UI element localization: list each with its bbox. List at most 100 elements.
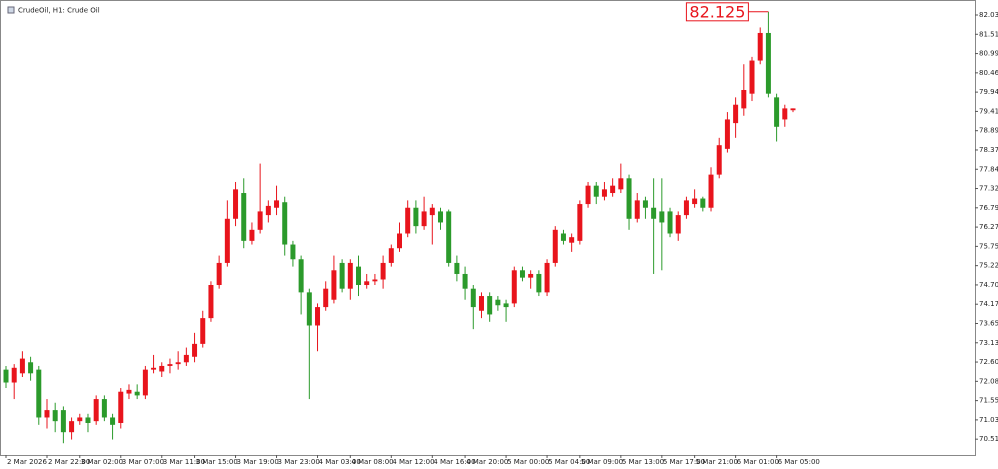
- candle-body: [126, 389, 132, 394]
- x-tick-label: 3 Mar 19:00: [237, 458, 279, 466]
- candle-body: [470, 288, 476, 308]
- candle-body: [503, 303, 509, 308]
- candle-body: [552, 229, 558, 263]
- candle-body: [560, 233, 566, 241]
- candle-body: [429, 207, 435, 216]
- x-tick-label: 5 Mar 13:00: [622, 458, 664, 466]
- x-tick-label: 2 Mar 22:00: [48, 458, 90, 466]
- candle-body: [208, 285, 214, 319]
- candle-body: [495, 299, 501, 306]
- x-tick-label: 5 Mar 00:00: [507, 458, 549, 466]
- candle-body: [519, 270, 525, 278]
- candle-body: [380, 262, 386, 280]
- candle-body: [626, 178, 632, 219]
- candle-body: [3, 369, 9, 383]
- x-tick-label: 5 Mar 04:00: [548, 458, 590, 466]
- candle-body: [397, 233, 402, 249]
- candle-body: [175, 362, 181, 365]
- candle-body: [151, 367, 157, 370]
- candle-body: [692, 198, 698, 205]
- candle-body: [478, 296, 484, 311]
- candle-body: [741, 89, 747, 109]
- candle-body: [642, 200, 648, 208]
- y-tick-label: 72.082: [979, 377, 998, 385]
- x-tick-label: 3 Mar 11:00: [163, 458, 205, 466]
- candle-body: [11, 367, 17, 383]
- candle-body: [724, 119, 730, 149]
- candle-body: [511, 270, 517, 304]
- price-label-box: [685, 2, 749, 22]
- candle-body: [159, 365, 165, 372]
- x-tick-label: 3 Mar 02:00: [81, 458, 123, 466]
- x-tick-label: 4 Mar 20:00: [466, 458, 508, 466]
- candle-body: [749, 60, 755, 94]
- candle-body: [331, 270, 337, 300]
- candle-body: [569, 237, 575, 243]
- chart-title: CrudeOil, H1: Crude Oil: [18, 7, 100, 15]
- x-tick-label: 5 Mar 21:00: [696, 458, 738, 466]
- y-tick-label: 71.558: [979, 397, 998, 405]
- candle-body: [659, 211, 665, 223]
- candle-body: [110, 417, 116, 425]
- candle-body: [437, 211, 443, 223]
- symbol-icon: [7, 6, 15, 14]
- plot-frame: [0, 0, 976, 456]
- y-tick-label: 76.798: [979, 204, 998, 212]
- candle-body: [315, 307, 321, 326]
- candle-body: [413, 207, 419, 227]
- candle-body: [60, 410, 66, 433]
- candle-body: [405, 207, 411, 234]
- y-tick-label: 79.418: [979, 107, 998, 115]
- candle-body: [675, 215, 681, 234]
- candle-body: [757, 32, 763, 61]
- y-tick-label: 80.466: [979, 69, 998, 77]
- candle-body: [700, 198, 706, 208]
- x-tick-label: 5 Mar 17:00: [663, 458, 705, 466]
- y-tick-label: 75.226: [979, 262, 998, 270]
- y-tick-label: 80.990: [979, 50, 998, 58]
- candle-body: [544, 262, 550, 293]
- y-tick-label: 74.702: [979, 281, 998, 289]
- y-tick-label: 73.654: [979, 319, 998, 327]
- candle-body: [290, 244, 296, 260]
- candle-body: [364, 281, 370, 286]
- candle-body: [142, 369, 148, 396]
- candle-body: [733, 104, 739, 124]
- y-tick-label: 81.514: [979, 30, 998, 38]
- candle-body: [618, 178, 624, 190]
- candle-body: [454, 262, 460, 274]
- candle-body: [241, 193, 247, 241]
- candle-body: [347, 262, 353, 289]
- candle-body: [69, 421, 75, 433]
- x-tick-label: 4 Mar 08:00: [351, 458, 393, 466]
- candle-body: [487, 296, 493, 315]
- candle-body: [683, 200, 689, 216]
- candle-body: [265, 205, 271, 216]
- candle-body: [233, 189, 239, 219]
- candle-body: [356, 266, 362, 286]
- candle-body: [36, 369, 42, 418]
- y-tick-label: 75.750: [979, 242, 998, 250]
- y-tick-label: 70.510: [979, 435, 998, 443]
- candle-body: [28, 362, 34, 374]
- candle-body: [421, 211, 427, 227]
- candle-body: [790, 108, 796, 111]
- y-tick-label: 77.322: [979, 185, 998, 193]
- y-tick-label: 71.034: [979, 416, 998, 424]
- candle-body: [667, 211, 673, 234]
- candle-body: [577, 204, 583, 241]
- y-tick-label: 78.370: [979, 146, 998, 154]
- x-tick-label: 5 Mar 09:00: [581, 458, 623, 466]
- candle-body: [101, 399, 107, 418]
- candle-body: [19, 358, 25, 374]
- candle-body: [774, 97, 780, 127]
- candle-body: [44, 410, 50, 418]
- candle-body: [388, 248, 394, 263]
- candle-body: [528, 273, 534, 278]
- candle-body: [339, 262, 345, 289]
- x-tick-label: 6 Mar 01:00: [737, 458, 779, 466]
- candle-body: [593, 185, 599, 197]
- candle-body: [446, 211, 452, 263]
- candle-body: [765, 32, 771, 94]
